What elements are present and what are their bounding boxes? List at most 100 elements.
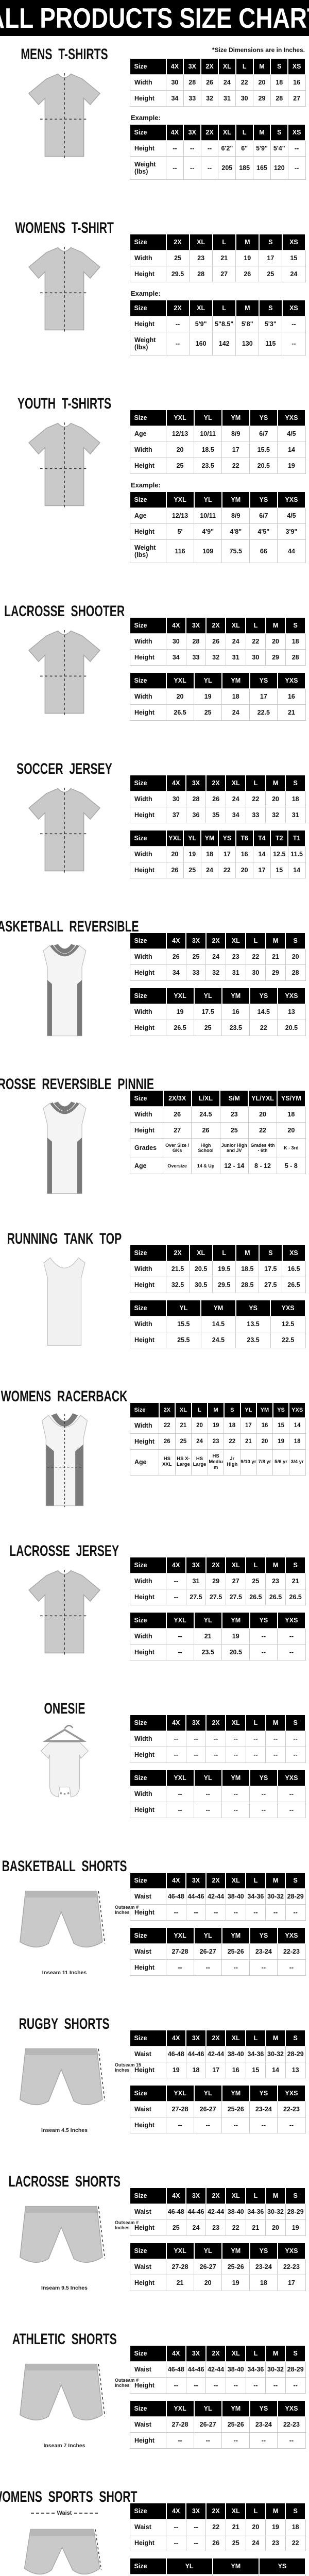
size-column-header: S xyxy=(285,1873,305,1889)
size-column-header: 3X xyxy=(186,2503,206,2519)
size-table-header-label: Size xyxy=(130,775,166,791)
size-table-header-label: Size xyxy=(130,410,166,426)
size-column-header: YXL xyxy=(166,410,194,426)
tank-reversible-icon xyxy=(25,940,105,1040)
size-table-header-label: Size xyxy=(130,59,166,75)
size-value-cell: 22-23 xyxy=(278,1944,305,1960)
size-column-header: YS xyxy=(250,1770,278,1786)
size-value-cell: 23-24 xyxy=(250,2102,278,2117)
size-table-header-label: Size xyxy=(130,1557,166,1573)
row-label: Width xyxy=(130,1316,166,1332)
size-value-cell: 6" xyxy=(236,141,253,157)
size-value-cell: HS XXL xyxy=(159,1450,176,1476)
size-value-cell: 22 xyxy=(224,1434,241,1450)
size-value-cell: 28 xyxy=(270,91,288,107)
section-lacrosse-reversible-pinnie: LACROSSE REVERSIBLE PINNIE Size2X/3XL/XL… xyxy=(3,1073,306,1198)
row-label: Width xyxy=(130,250,166,266)
tank-reversible-icon xyxy=(25,1097,105,1198)
section-title: LACROSSE JERSEY xyxy=(10,1542,119,1560)
table-row: Height-------------- xyxy=(130,1905,306,1921)
size-value-cell: 28.5 xyxy=(236,1277,259,1293)
size-value-cell: 15 xyxy=(273,1418,289,1434)
size-value-cell: 21 xyxy=(226,2519,246,2535)
size-value-cell: -- xyxy=(186,2535,206,2551)
size-column-header: S xyxy=(285,1715,305,1731)
womens-tshirt-left-column: WOMENS T-SHIRT xyxy=(3,217,126,363)
size-value-cell: 21 xyxy=(246,2220,266,2236)
size-value-cell: 25-26 xyxy=(222,2102,250,2117)
size-value-cell: Over Size / GKs xyxy=(163,1139,192,1158)
size-value-cell: Junior High and JV xyxy=(220,1139,248,1158)
size-value-cell: 20 xyxy=(248,1107,277,1123)
size-value-cell: 22 xyxy=(206,2519,226,2535)
onesie-left-column: ONESIE xyxy=(3,1698,126,1825)
size-value-cell: 12/13 xyxy=(166,508,194,524)
size-column-header: XL xyxy=(190,234,213,250)
size-table-header-label: Size xyxy=(130,673,166,689)
tshirt-icon xyxy=(15,782,113,877)
section-title: WOMENS SPORTS SHORT xyxy=(0,2488,137,2506)
size-value-cell: 205 xyxy=(218,157,236,180)
row-label: Age xyxy=(130,508,166,524)
size-value-cell: 34-36 xyxy=(246,2204,266,2220)
size-value-cell: 44-46 xyxy=(186,2362,206,2378)
size-value-cell: 30-32 xyxy=(266,2362,286,2378)
size-value-cell: 20 xyxy=(285,949,305,965)
size-value-cell: -- xyxy=(206,1905,226,1921)
size-value-cell: 4'9" xyxy=(194,524,222,540)
size-column-header: 2X xyxy=(206,2188,226,2204)
size-column-header: S xyxy=(259,234,282,250)
size-value-cell: -- xyxy=(166,157,184,180)
size-value-cell: 20 xyxy=(256,1434,273,1450)
size-table-header-label: Size xyxy=(130,2030,166,2046)
inseam-annotation: Inseam 4.5 Inches xyxy=(13,2127,116,2133)
size-column-header: M xyxy=(236,234,259,250)
size-value-cell: 5'8" xyxy=(236,316,259,332)
size-value-cell: 27 xyxy=(213,266,236,282)
size-value-cell: 44-46 xyxy=(186,2046,206,2062)
size-value-cell: 28 xyxy=(285,650,305,666)
size-table-header-label: Size xyxy=(130,1873,166,1889)
size-value-cell: 28 xyxy=(183,75,201,91)
row-label: Height xyxy=(130,2117,166,2133)
size-value-cell: 5'3" xyxy=(259,316,282,332)
size-value-cell: -- xyxy=(166,1573,186,1589)
size-value-cell: 20.5 xyxy=(278,1020,305,1036)
row-label: Weight (lbs) xyxy=(130,157,166,180)
outseam-annotation: Outseam # Inches xyxy=(115,1905,144,1916)
size-value-cell: 26 xyxy=(166,949,186,965)
page-header: ALL PRODUCTS SIZE CHART xyxy=(0,0,309,36)
size-column-header: YM xyxy=(222,492,250,508)
size-value-cell: -- xyxy=(226,1731,246,1747)
size-value-cell: -- xyxy=(186,1731,206,1747)
size-value-cell: 23 xyxy=(190,250,213,266)
row-label: Age xyxy=(130,1450,159,1476)
size-value-cell: -- xyxy=(278,1645,305,1660)
size-value-cell: 29 xyxy=(266,650,286,666)
size-value-cell: 20.5 xyxy=(222,1645,250,1660)
size-value-cell: -- xyxy=(285,1905,305,1921)
size-column-header: 2X xyxy=(201,125,218,141)
size-column-header: YM xyxy=(222,673,250,689)
size-column-header: T6 xyxy=(236,831,253,846)
size-value-cell: 24 xyxy=(218,75,236,91)
size-value-cell: 38-40 xyxy=(226,2362,246,2378)
size-value-cell: 18 xyxy=(186,2062,206,2078)
womens-sports-short-size-table-2: SizeYLYMYSWaist171615Height212019 xyxy=(130,2558,306,2576)
